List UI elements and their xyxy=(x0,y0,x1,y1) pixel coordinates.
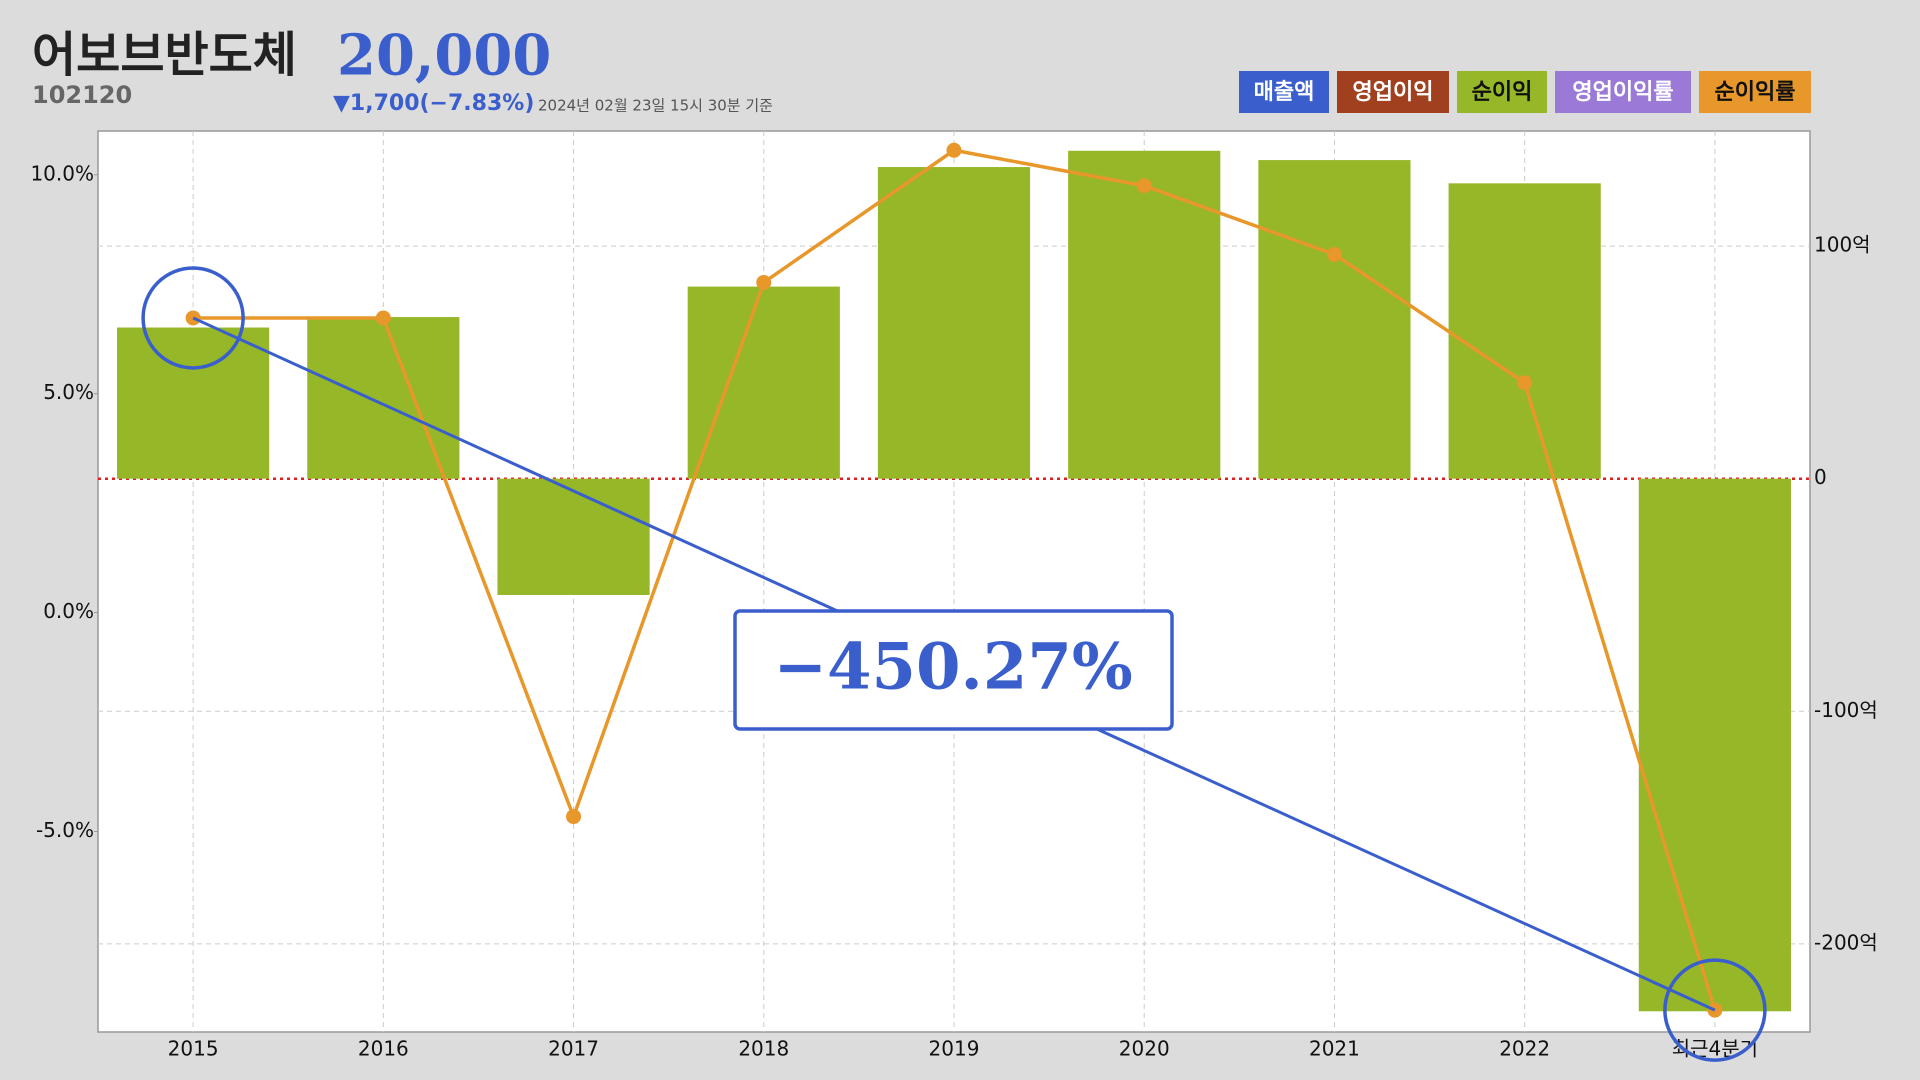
price-change: ▼1,700(−7.83%) xyxy=(333,91,534,116)
y-tick-label: 10.0% xyxy=(30,161,94,185)
x-tick-label: 2016 xyxy=(358,1037,409,1061)
line-point xyxy=(1326,246,1342,262)
bar xyxy=(687,286,840,479)
legend-swatch xyxy=(1457,71,1547,113)
line-point xyxy=(756,274,772,290)
annotation-circle xyxy=(141,266,245,370)
legend-label: 매출액 xyxy=(1254,80,1315,105)
y-tick-label: -5.0% xyxy=(36,818,94,842)
y-tick-label: 0.0% xyxy=(43,599,94,623)
line-point xyxy=(566,809,582,825)
x-tick-label: 2017 xyxy=(548,1037,599,1061)
stock-name: 어보브반도체 xyxy=(32,27,297,83)
stock-price: 20,000 xyxy=(337,23,551,89)
legend-swatch xyxy=(1699,71,1811,113)
bar xyxy=(1448,183,1601,479)
y2-tick-label: -200억 xyxy=(1814,930,1878,954)
x-tick-label: 2019 xyxy=(929,1037,980,1061)
line-point xyxy=(946,142,962,158)
bar xyxy=(1258,160,1411,479)
stock-code: 102120 xyxy=(32,81,132,109)
timestamp: 2024년 02월 23일 15시 30분 기준 xyxy=(538,97,773,115)
x-tick-label: 2020 xyxy=(1119,1037,1170,1061)
annotation-text: −450.27% xyxy=(773,630,1132,705)
x-tick-label: 2022 xyxy=(1499,1037,1550,1061)
bar xyxy=(1638,478,1791,1012)
legend-item[interactable]: 영업이익률 xyxy=(1555,71,1691,113)
legend: 매출액 영업이익 순이익 영업이익률 순이익률 xyxy=(1239,71,1811,113)
annotation-circle xyxy=(1663,958,1767,1062)
line-point xyxy=(1517,375,1533,391)
y2-tick-label: -100억 xyxy=(1814,698,1878,722)
legend-label: 순이익률 xyxy=(1715,80,1796,105)
legend-swatch xyxy=(1555,71,1691,113)
legend-label: 영업이익률 xyxy=(1572,80,1673,105)
legend-label: 영업이익 xyxy=(1353,80,1434,105)
y-tick-label: 5.0% xyxy=(43,380,94,404)
y2-tick-label: 100억 xyxy=(1814,233,1871,257)
legend-item[interactable]: 영업이익 xyxy=(1337,71,1449,113)
x-tick-label: 2015 xyxy=(168,1037,219,1061)
bar xyxy=(877,167,1031,479)
x-tick-label: 2018 xyxy=(738,1037,789,1061)
legend-item[interactable]: 순이익 xyxy=(1457,71,1547,113)
x-tick-label: 2021 xyxy=(1309,1037,1360,1061)
legend-item[interactable]: 순이익률 xyxy=(1699,71,1811,113)
line-point xyxy=(375,310,391,326)
x-tick-label: 최근4분기 xyxy=(1672,1037,1758,1061)
legend-label: 순이익 xyxy=(1472,80,1533,105)
annotation-box xyxy=(733,609,1174,731)
line-point xyxy=(1136,178,1152,194)
bar xyxy=(117,327,270,479)
legend-item[interactable]: 매출액 xyxy=(1239,71,1329,113)
y2-tick-label: 0 xyxy=(1814,465,1827,489)
bar xyxy=(497,478,650,595)
legend-swatch xyxy=(1337,71,1449,113)
annotation: −450.27% xyxy=(141,266,1767,1062)
bar xyxy=(1068,150,1221,479)
legend-swatch xyxy=(1239,71,1329,113)
